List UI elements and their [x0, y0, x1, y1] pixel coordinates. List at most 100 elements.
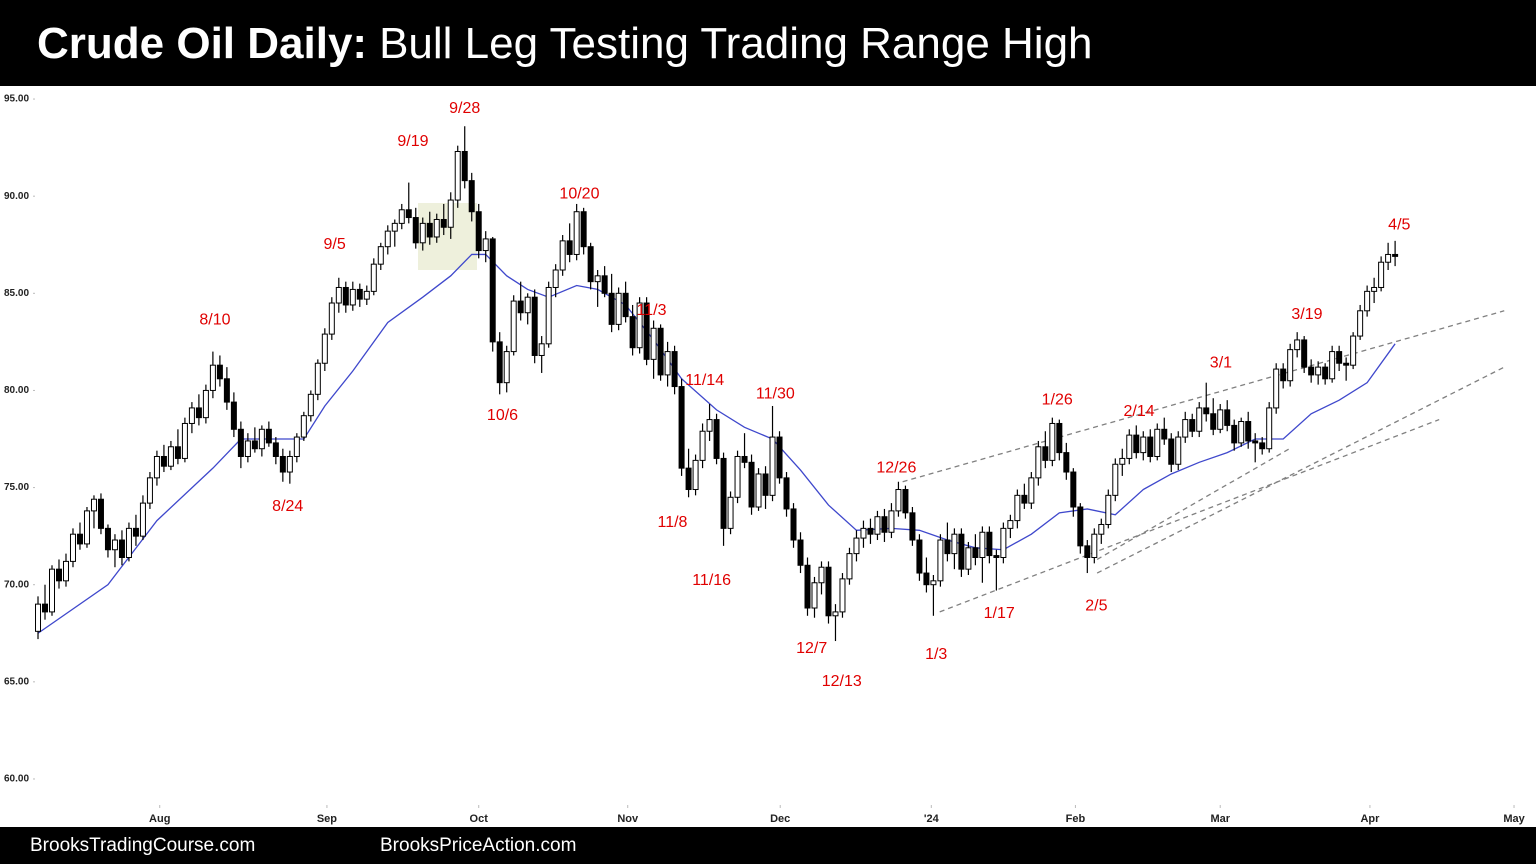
candle-body: [1028, 477, 1035, 504]
footer-link: BrooksPriceAction.com: [380, 835, 576, 856]
candle-body: [1364, 290, 1371, 312]
candle-body: [643, 302, 650, 360]
candle-body: [1119, 457, 1126, 465]
candle-body: [1238, 421, 1245, 444]
candle-body: [398, 209, 405, 224]
candle-body: [517, 300, 524, 314]
candle-body: [272, 442, 279, 457]
candle-body: [832, 611, 839, 617]
candle-body: [202, 389, 209, 419]
candle-body: [986, 531, 993, 557]
x-tick-label: Mar: [1210, 813, 1230, 825]
y-tick-label: 65.00: [4, 676, 29, 687]
candle-body: [1301, 339, 1308, 368]
x-tick-label: May: [1503, 813, 1525, 825]
candle-body: [97, 498, 104, 529]
x-tick-label: Oct: [470, 813, 489, 825]
candle-body: [818, 566, 825, 584]
candle-body: [776, 436, 783, 479]
candle-body: [1182, 419, 1189, 438]
candle-body: [1322, 366, 1329, 380]
x-tick-label: '24: [924, 813, 940, 825]
candle-body: [692, 459, 699, 491]
candle-body: [1210, 413, 1217, 430]
y-tick-label: 85.00: [4, 288, 29, 299]
y-tick-label: 90.00: [4, 191, 29, 202]
candle-body: [349, 288, 356, 306]
candle-body: [300, 415, 307, 438]
x-tick-label: Dec: [770, 813, 790, 825]
candle-body: [762, 473, 769, 496]
candle-body: [1273, 368, 1280, 409]
candle-body: [937, 539, 944, 582]
candle-body: [783, 477, 790, 510]
candle-body: [1126, 434, 1133, 459]
candle-body: [42, 603, 49, 613]
candle-body: [1133, 434, 1140, 454]
candle-body: [55, 568, 62, 582]
candle-body: [132, 527, 139, 537]
candle-body: [1161, 428, 1168, 440]
candle-body: [678, 386, 685, 469]
candle-body: [958, 533, 965, 570]
footer-bar: [0, 827, 1536, 864]
candle-body: [195, 407, 202, 419]
candle-body: [125, 527, 132, 559]
candle-body: [671, 351, 678, 388]
candle-body: [258, 428, 265, 450]
annotation: 11/30: [756, 386, 795, 403]
candle-body: [860, 527, 867, 539]
annotation: 11/3: [637, 302, 667, 319]
annotation: 9/28: [449, 100, 480, 117]
candle-body: [307, 393, 314, 417]
candle-body: [181, 422, 188, 459]
candle-body: [1049, 422, 1056, 461]
candle-body: [524, 296, 531, 314]
candle-body: [685, 467, 692, 491]
candle-body: [853, 537, 860, 555]
candle-body: [1084, 545, 1091, 559]
trendline: [1096, 366, 1505, 574]
candle-body: [538, 343, 545, 356]
candle-body: [1014, 494, 1021, 522]
y-tick-label: 70.00: [4, 579, 29, 590]
candle-body: [587, 246, 594, 283]
annotation: 4/5: [1388, 217, 1410, 234]
title-prefix: Crude Oil Daily:: [37, 19, 367, 68]
candle-body: [1021, 494, 1028, 504]
candle-body: [146, 477, 153, 504]
candle-body: [944, 539, 951, 555]
candle-body: [916, 539, 923, 574]
candle-body: [342, 286, 349, 306]
x-tick-label: Feb: [1066, 813, 1086, 825]
candle-body: [573, 211, 580, 255]
candle-body: [545, 286, 552, 345]
candle-body: [1007, 520, 1014, 529]
candle-body: [1329, 351, 1336, 380]
candle-body: [1077, 506, 1084, 547]
candle-body: [657, 327, 664, 376]
candle-body: [923, 572, 930, 586]
annotation: 9/5: [323, 236, 345, 253]
candle-body: [377, 246, 384, 265]
y-tick-label: 75.00: [4, 482, 29, 493]
annotation: 3/1: [1210, 354, 1232, 371]
moving-average-line: [37, 253, 1396, 634]
candle-body: [874, 516, 881, 535]
candle-body: [811, 582, 818, 609]
candle-body: [1091, 533, 1098, 559]
candle-body: [426, 222, 433, 238]
candle-body: [230, 401, 237, 430]
candle-body: [1217, 409, 1224, 430]
candle-body: [1287, 349, 1294, 382]
candle-body: [1098, 523, 1105, 535]
candle-body: [608, 292, 615, 325]
annotation: 1/17: [984, 605, 1015, 622]
candle-body: [664, 351, 671, 376]
candle-body: [559, 240, 566, 271]
candle-body: [629, 316, 636, 349]
candle-body: [489, 238, 496, 343]
y-tick-label: 60.00: [4, 774, 29, 785]
candle-body: [580, 211, 587, 248]
annotation: 8/24: [272, 498, 303, 515]
